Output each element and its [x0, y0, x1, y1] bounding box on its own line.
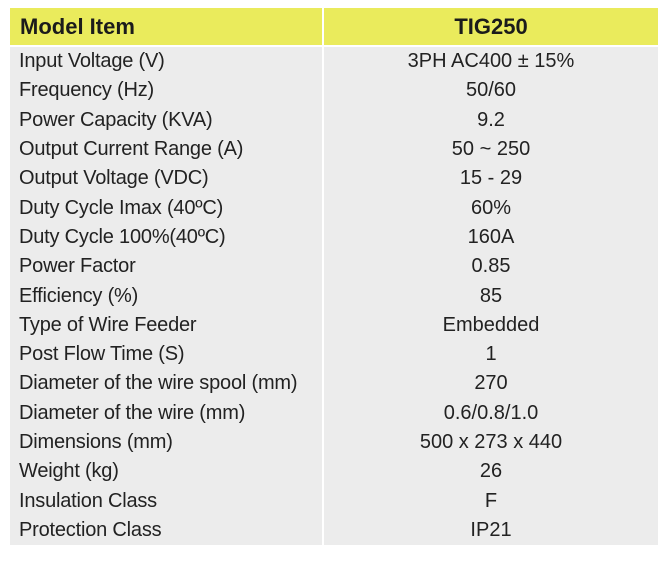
spec-value: 50 ~ 250 — [324, 134, 658, 165]
spec-label: Power Factor — [10, 252, 324, 282]
model-item-header: Model Item — [10, 8, 324, 47]
header-row: Model Item TIG250 — [10, 8, 658, 47]
model-name-header: TIG250 — [324, 8, 658, 47]
spec-row: Dimensions (mm) 500 x 273 x 440 — [10, 427, 658, 458]
spec-label: Type of Wire Feeder — [10, 310, 324, 340]
spec-row: Diameter of the wire (mm) 0.6/0.8/1.0 — [10, 398, 658, 428]
spec-value: 160A — [324, 222, 658, 253]
spec-value: 15 - 29 — [324, 164, 658, 194]
spec-value: 0.85 — [324, 252, 658, 282]
spec-value: 26 — [324, 457, 658, 487]
spec-label: Frequency (Hz) — [10, 76, 324, 106]
spec-row: Output Voltage (VDC) 15 - 29 — [10, 164, 658, 194]
spec-label: Power Capacity (KVA) — [10, 105, 324, 135]
spec-value: 60% — [324, 193, 658, 223]
spec-row: Weight (kg) 26 — [10, 457, 658, 487]
spec-row: Output Current Range (A) 50 ~ 250 — [10, 134, 658, 165]
spec-value: 500 x 273 x 440 — [324, 427, 658, 458]
spec-row: Input Voltage (V) 3PH AC400 ± 15% — [10, 47, 658, 77]
spec-label: Output Current Range (A) — [10, 134, 324, 165]
spec-label: Efficiency (%) — [10, 281, 324, 311]
spec-value: 0.6/0.8/1.0 — [324, 398, 658, 428]
spec-label: Insulation Class — [10, 486, 324, 516]
spec-row: Protection Class IP21 — [10, 515, 658, 546]
spec-value: 9.2 — [324, 105, 658, 135]
spec-row: Type of Wire Feeder Embedded — [10, 310, 658, 340]
spec-value: 85 — [324, 281, 658, 311]
spec-label: Duty Cycle 100%(40ºC) — [10, 222, 324, 253]
spec-value: 270 — [324, 369, 658, 399]
spec-row: Power Factor 0.85 — [10, 252, 658, 282]
spec-row: Duty Cycle Imax (40ºC) 60% — [10, 193, 658, 223]
spec-value: 3PH AC400 ± 15% — [324, 47, 658, 77]
spec-label: Output Voltage (VDC) — [10, 164, 324, 194]
spec-label: Duty Cycle Imax (40ºC) — [10, 193, 324, 223]
spec-value: F — [324, 486, 658, 516]
spec-row: Duty Cycle 100%(40ºC) 160A — [10, 222, 658, 253]
spec-value: Embedded — [324, 310, 658, 340]
spec-value: IP21 — [324, 515, 658, 546]
spec-label: Weight (kg) — [10, 457, 324, 487]
spec-label: Dimensions (mm) — [10, 427, 324, 458]
spec-row: Post Flow Time (S) 1 — [10, 339, 658, 370]
spec-row: Efficiency (%) 85 — [10, 281, 658, 311]
spec-label: Diameter of the wire (mm) — [10, 398, 324, 428]
spec-table: Model Item TIG250 Input Voltage (V) 3PH … — [10, 8, 658, 546]
spec-row: Frequency (Hz) 50/60 — [10, 76, 658, 106]
spec-value: 1 — [324, 339, 658, 370]
spec-row: Power Capacity (KVA) 9.2 — [10, 105, 658, 135]
spec-label: Protection Class — [10, 515, 324, 546]
spec-label: Input Voltage (V) — [10, 47, 324, 77]
spec-value: 50/60 — [324, 76, 658, 106]
spec-row: Diameter of the wire spool (mm) 270 — [10, 369, 658, 399]
spec-label: Post Flow Time (S) — [10, 339, 324, 370]
spec-row: Insulation Class F — [10, 486, 658, 516]
spec-label: Diameter of the wire spool (mm) — [10, 369, 324, 399]
